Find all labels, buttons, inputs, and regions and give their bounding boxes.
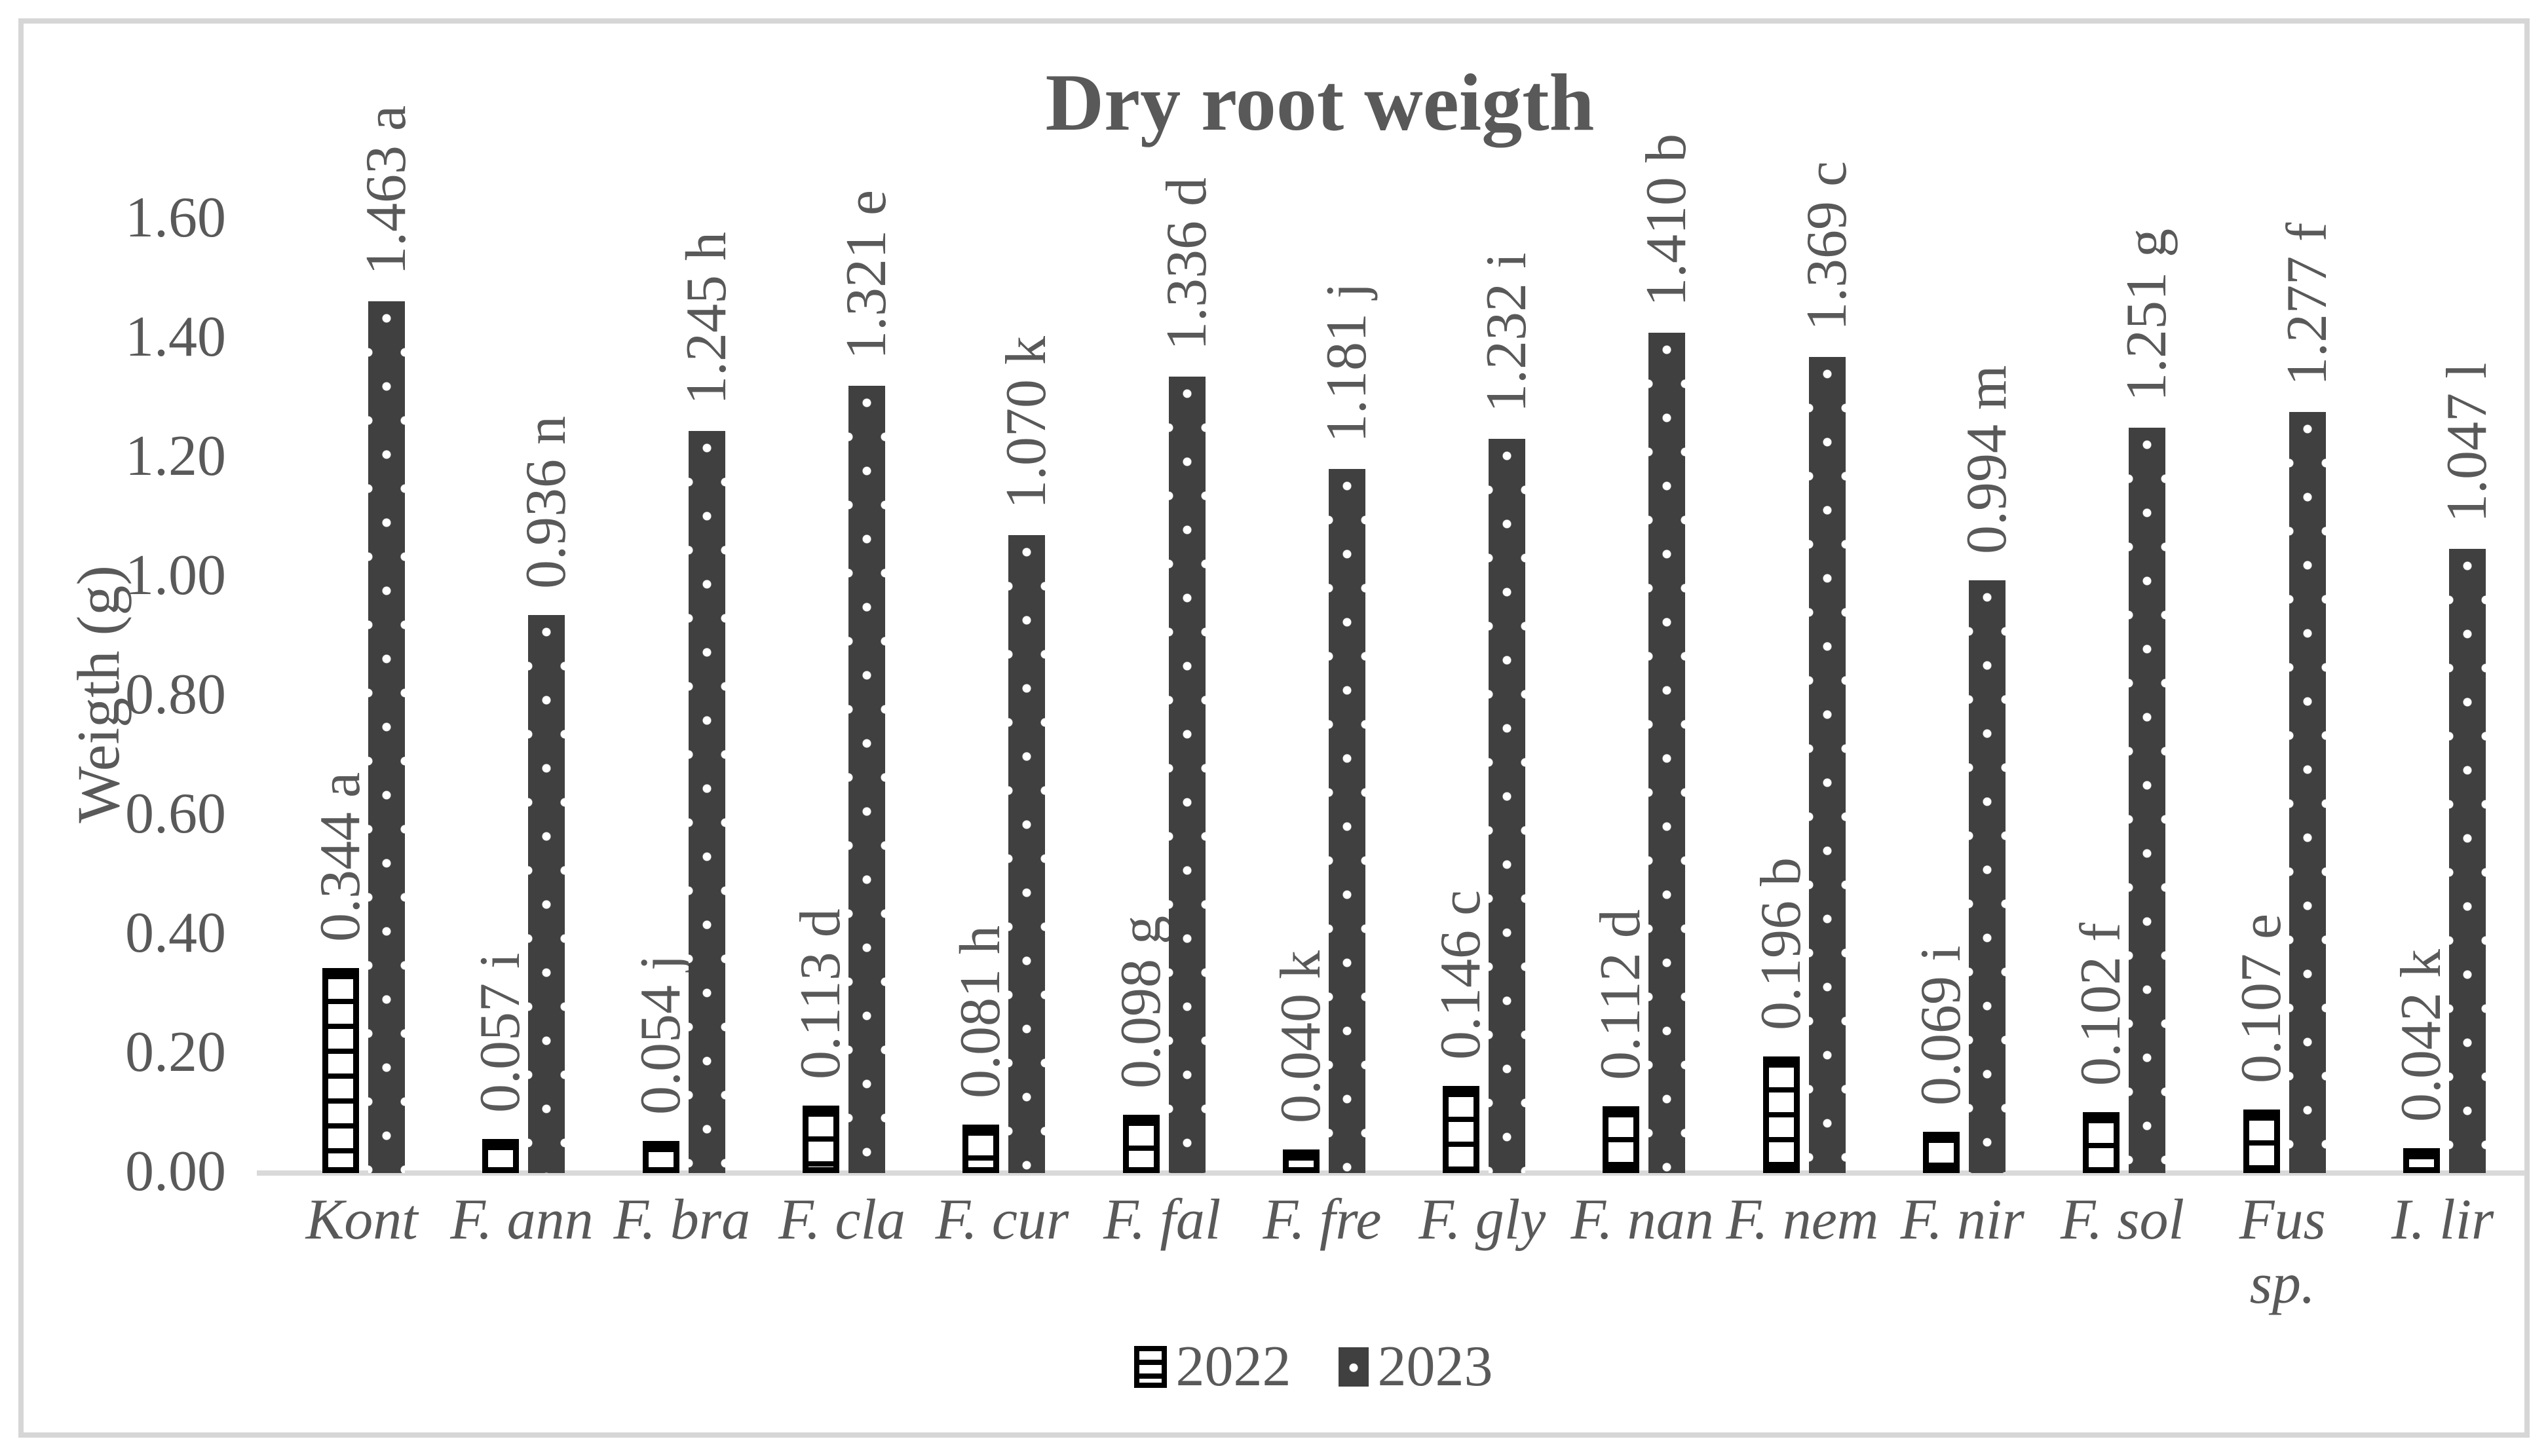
bar-value-label: 1.463 a bbox=[354, 105, 418, 275]
y-tick-label: 0.20 bbox=[125, 1020, 226, 1084]
x-axis-label: F. cur bbox=[935, 1188, 1069, 1252]
y-tick-label: 1.20 bbox=[125, 424, 226, 488]
x-axis-label: F. fal bbox=[1103, 1188, 1221, 1252]
y-tick-label: 1.00 bbox=[125, 544, 226, 607]
x-axis-line bbox=[257, 1170, 2525, 1176]
x-axis-label: F. nir bbox=[1900, 1188, 2025, 1252]
bar-value-label: 0.196 b bbox=[1749, 857, 1813, 1030]
y-tick-label: 0.80 bbox=[125, 663, 226, 726]
bar-2022-F.-cur bbox=[962, 1125, 999, 1173]
bar-value-label: 1.321 e bbox=[835, 189, 898, 360]
x-axis-label: F. ann bbox=[450, 1188, 594, 1252]
bar-2022-F.-sol bbox=[2083, 1112, 2120, 1173]
bar-2022-Kont bbox=[322, 968, 359, 1173]
bar-2023-Fus-sp. bbox=[2289, 412, 2326, 1173]
y-tick-label: 0.40 bbox=[125, 901, 226, 965]
legend-item-2023: 2023 bbox=[1338, 1334, 1493, 1400]
bar-2022-F.-cla bbox=[803, 1106, 839, 1173]
x-axis-label: F. sol bbox=[2060, 1188, 2184, 1252]
legend-label-2023: 2023 bbox=[1377, 1335, 1493, 1398]
x-axis-label: F. cla bbox=[778, 1188, 905, 1252]
bar-value-label: 0.098 g bbox=[1109, 916, 1173, 1089]
bar-value-label: 0.054 j bbox=[629, 954, 693, 1115]
bar-value-label: 0.112 d bbox=[1589, 909, 1652, 1080]
bar-value-label: 0.344 a bbox=[309, 772, 372, 942]
bar-value-label: 1.070 k bbox=[995, 336, 1058, 509]
bar-value-label: 0.113 d bbox=[789, 908, 852, 1079]
bar-value-label: 0.936 n bbox=[514, 416, 578, 589]
bar-2022-F.-ann bbox=[482, 1139, 519, 1173]
bar-2023-F.-ann bbox=[528, 615, 565, 1173]
bar-value-label: 0.057 i bbox=[468, 952, 532, 1113]
legend-label-2022: 2022 bbox=[1175, 1335, 1291, 1398]
bar-2023-F.-fal bbox=[1169, 377, 1206, 1173]
bar-2023-F.-bra bbox=[689, 431, 725, 1173]
legend: 2022 2023 bbox=[39, 1334, 2548, 1400]
bar-2022-F.-nem bbox=[1763, 1056, 1800, 1173]
bar-value-label: 0.146 c bbox=[1429, 889, 1493, 1060]
bar-2022-F.-bra bbox=[643, 1141, 679, 1173]
y-tick-label: 1.40 bbox=[125, 305, 226, 369]
x-axis-label: Kont bbox=[305, 1188, 418, 1252]
bar-value-label: 0.081 h bbox=[949, 925, 1012, 1098]
legend-swatch-2022-striped bbox=[1133, 1345, 1167, 1388]
bar-2023-Kont bbox=[368, 301, 405, 1173]
bar-value-label: 0.040 k bbox=[1269, 950, 1333, 1123]
bar-2023-F.-nir bbox=[1969, 580, 2006, 1173]
x-axis-label: F. gly bbox=[1418, 1188, 1546, 1252]
bar-value-label: 0.042 k bbox=[2389, 949, 2453, 1122]
x-axis-label: F. fre bbox=[1263, 1188, 1382, 1252]
x-axis-label: F. bra bbox=[613, 1188, 751, 1252]
bar-value-label: 1.336 d bbox=[1155, 177, 1219, 350]
bar-2023-F.-gly bbox=[1489, 439, 1525, 1173]
bar-2022-F.-fre bbox=[1283, 1149, 1320, 1173]
bar-2023-F.-fre bbox=[1329, 469, 1365, 1173]
bar-value-label: 0.107 e bbox=[2230, 913, 2293, 1083]
bar-2022-F.-nan bbox=[1603, 1106, 1639, 1173]
x-axis-label: F. nem bbox=[1726, 1188, 1879, 1252]
bar-2022-I.-lir bbox=[2403, 1148, 2440, 1173]
bar-2023-F.-nem bbox=[1809, 357, 1846, 1173]
bar-value-label: 1.245 h bbox=[675, 232, 738, 405]
legend-swatch-2023-dotted bbox=[1338, 1347, 1369, 1387]
bar-value-label: 0.994 m bbox=[1955, 365, 2019, 554]
bar-value-label: 0.069 i bbox=[1909, 945, 1973, 1106]
bar-2022-F.-fal bbox=[1123, 1115, 1160, 1173]
chart-border bbox=[18, 18, 2530, 1438]
legend-item-2022: 2022 bbox=[1133, 1334, 1291, 1400]
y-tick-label: 0.60 bbox=[125, 782, 226, 846]
bar-2023-F.-cla bbox=[848, 386, 885, 1173]
bar-2023-I.-lir bbox=[2449, 549, 2486, 1173]
bar-value-label: 1.251 g bbox=[2115, 229, 2178, 401]
y-tick-label: 1.60 bbox=[125, 186, 226, 250]
bar-value-label: 1.410 b bbox=[1635, 134, 1698, 307]
bar-2023-F.-cur bbox=[1008, 535, 1045, 1173]
bar-2023-F.-sol bbox=[2129, 428, 2165, 1173]
bar-value-label: 1.277 f bbox=[2275, 222, 2339, 386]
bar-2022-Fus-sp. bbox=[2243, 1110, 2280, 1173]
bar-2022-F.-nir bbox=[1923, 1132, 1960, 1173]
bar-value-label: 1.047 l bbox=[2435, 362, 2499, 523]
bar-value-label: 1.232 i bbox=[1475, 252, 1538, 413]
chart-title: Dry root weigth bbox=[1045, 58, 1595, 147]
x-axis-label: Fus sp. bbox=[2239, 1188, 2326, 1316]
x-axis-label: F. nan bbox=[1570, 1188, 1714, 1252]
bar-value-label: 1.181 j bbox=[1315, 282, 1379, 443]
bar-value-label: 0.102 f bbox=[2069, 922, 2133, 1086]
bar-2023-F.-nan bbox=[1648, 333, 1685, 1173]
y-tick-label: 0.00 bbox=[125, 1140, 226, 1203]
x-axis-label: I. lir bbox=[2391, 1188, 2494, 1252]
bar-value-label: 1.369 c bbox=[1795, 160, 1859, 331]
bar-2022-F.-gly bbox=[1443, 1086, 1479, 1173]
